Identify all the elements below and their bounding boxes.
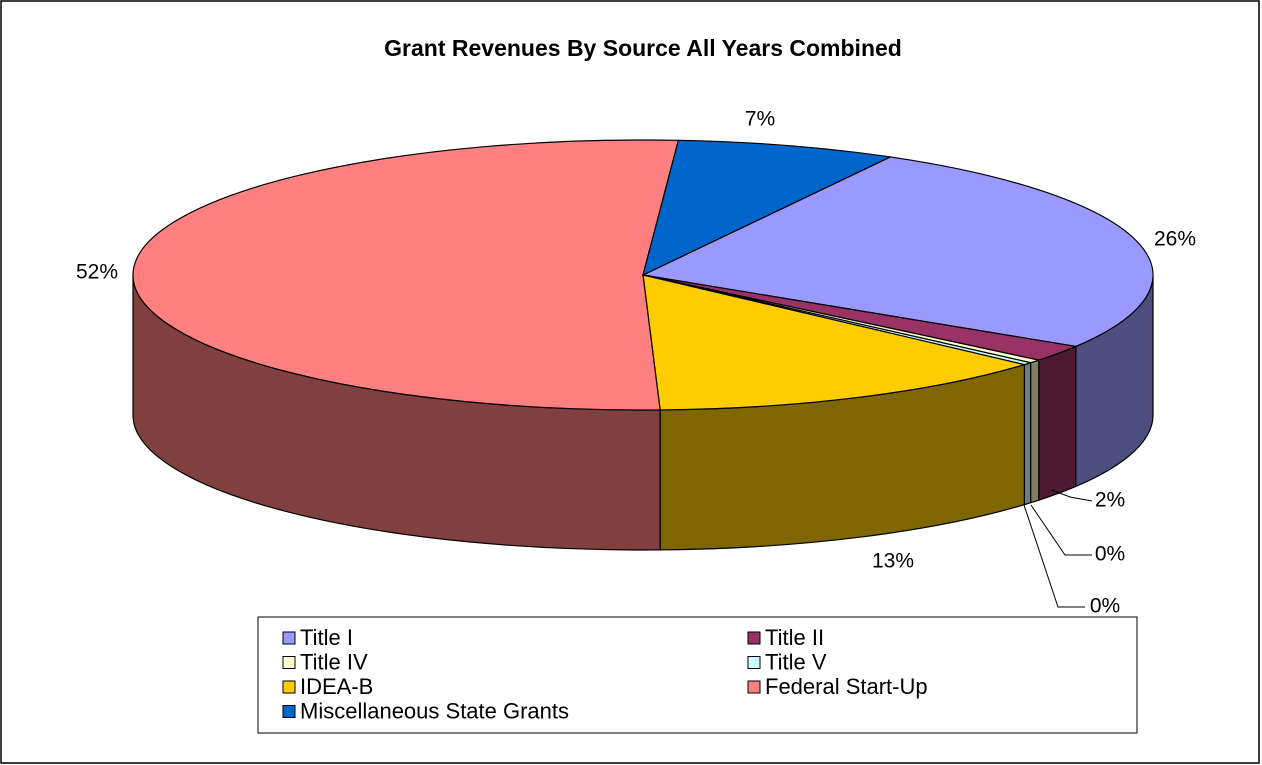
data-label: 7% bbox=[745, 108, 775, 131]
chart-title: Grant Revenues By Source All Years Combi… bbox=[384, 35, 902, 61]
leader-line bbox=[1023, 504, 1085, 608]
legend-swatch bbox=[282, 656, 296, 669]
legend-swatch bbox=[747, 680, 761, 694]
legend-label: Federal Start-Up bbox=[765, 674, 928, 699]
pie-slice bbox=[642, 274, 1027, 411]
data-label: 0% bbox=[1095, 543, 1125, 566]
pie-slice-side bbox=[1023, 361, 1032, 506]
leader-line bbox=[1030, 504, 1092, 556]
legend-label: Title IV bbox=[300, 649, 368, 674]
legend-label: IDEA-B bbox=[300, 674, 373, 699]
legend-label: Miscellaneous State Grants bbox=[300, 698, 569, 723]
data-label: 2% bbox=[1095, 489, 1125, 512]
pie-slice-side bbox=[1038, 345, 1077, 501]
legend-swatch bbox=[747, 656, 761, 669]
pie-slice bbox=[132, 139, 680, 411]
pie-slice-side bbox=[1030, 359, 1040, 504]
pie-slice bbox=[641, 156, 1154, 348]
data-label: 13% bbox=[872, 550, 914, 573]
data-label: 52% bbox=[76, 261, 118, 284]
leader-line bbox=[1051, 489, 1093, 502]
legend-swatch bbox=[282, 705, 296, 718]
pie-slice bbox=[642, 139, 893, 277]
legend-label: Title V bbox=[765, 649, 827, 674]
legend-swatch bbox=[747, 631, 761, 645]
legend-swatch bbox=[282, 680, 296, 694]
data-label: 0% bbox=[1090, 595, 1120, 618]
legend-label: Title II bbox=[765, 625, 824, 650]
legend-label: Title I bbox=[300, 625, 353, 650]
data-label: 26% bbox=[1154, 228, 1196, 251]
legend-box bbox=[257, 616, 1138, 734]
legend-swatch bbox=[282, 631, 296, 645]
